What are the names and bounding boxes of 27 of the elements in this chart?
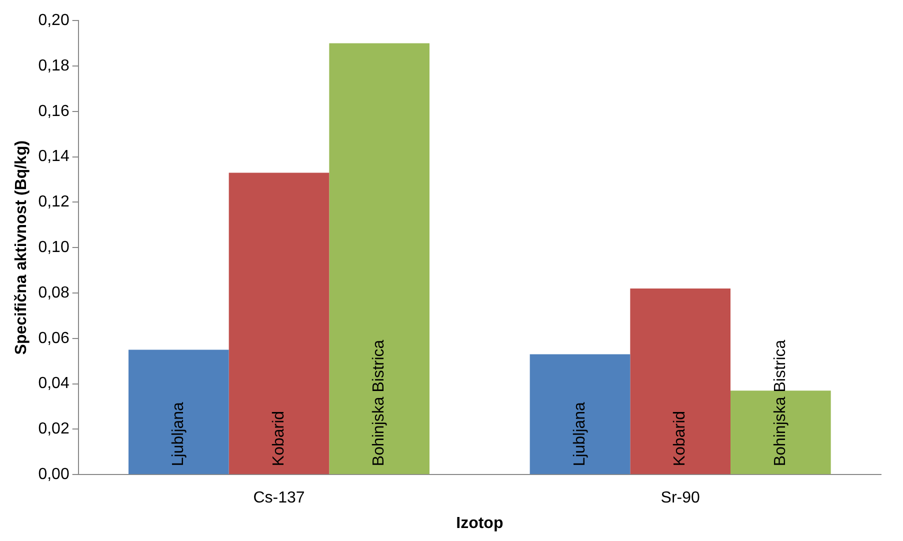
- bar: [228, 172, 330, 474]
- x-tick-label: Sr-90: [660, 490, 700, 507]
- series-label: Kobarid: [270, 410, 288, 466]
- y-tick-label: 0,06: [38, 330, 70, 347]
- y-tick-label: 0,02: [38, 420, 70, 438]
- series-label: Bohinjska Bistrica: [370, 340, 388, 466]
- y-tick-label: 0,08: [38, 284, 70, 302]
- text: Ljubljana: [571, 402, 588, 466]
- series-label: Ljubljana: [170, 402, 188, 466]
- y-tick-label: 0,00: [38, 466, 70, 484]
- x-tick-label: Cs-137: [253, 490, 305, 507]
- y-axis-title: Specifična aktivnost (Bq/kg): [13, 140, 30, 355]
- y-tick-label: 0,10: [38, 239, 70, 256]
- y-tick-label: 0,12: [38, 194, 70, 211]
- bar: [630, 288, 730, 474]
- bar: [530, 354, 630, 474]
- text: Kobarid: [672, 410, 689, 466]
- y-tick-label: 0,16: [38, 102, 70, 120]
- text: Bohinjska Bistrica: [772, 340, 790, 466]
- y-tick-label: 0,14: [38, 148, 70, 166]
- bar: [730, 390, 831, 474]
- x-axis-title: Izotop: [456, 514, 504, 532]
- bar: [128, 350, 229, 474]
- y-tick-label: 0,04: [38, 375, 70, 392]
- bar: [329, 43, 430, 474]
- y-tick-label: 0,18: [38, 57, 70, 74]
- y-tick-label: 0,20: [38, 12, 70, 30]
